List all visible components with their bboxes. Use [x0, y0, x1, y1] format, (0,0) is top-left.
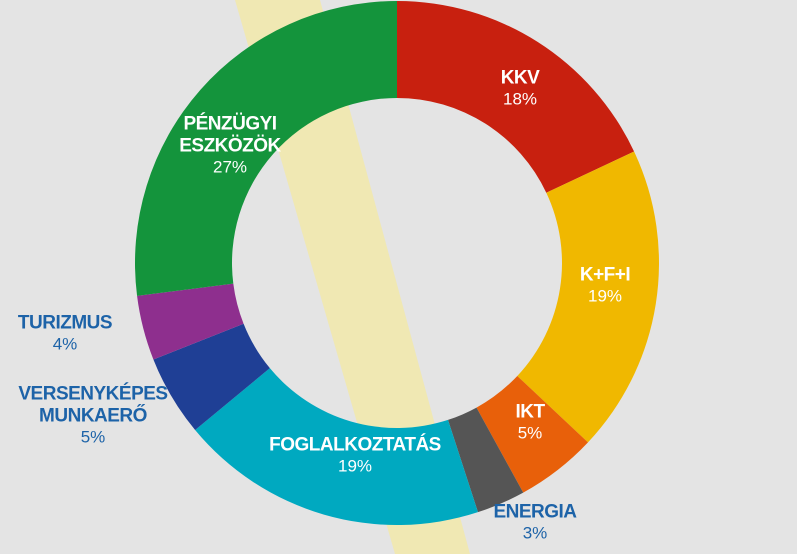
background-stripe	[235, 0, 470, 554]
donut-slice	[476, 375, 588, 493]
slice-label: IKT 5%	[490, 401, 570, 442]
value-label: 4%	[52, 334, 78, 354]
category-label: ENERGIA	[493, 501, 577, 523]
category-label: KKV	[500, 67, 540, 89]
value-label: 19%	[337, 456, 373, 476]
value-label: 5%	[80, 427, 106, 447]
category-label: K+F+I	[579, 264, 631, 286]
category-label: FOGLALKOZTATÁS	[269, 434, 441, 456]
value-label: 19%	[587, 286, 623, 306]
slice-label: PÉNZÜGYI ESZKÖZÖK 27%	[165, 113, 295, 176]
slice-label: ENERGIA 3%	[475, 501, 595, 542]
value-label: 18%	[502, 89, 538, 109]
slice-label: TURIZMUS 4%	[0, 312, 130, 353]
donut-slice	[397, 1, 635, 193]
donut-slice	[447, 407, 524, 513]
category-label: VERSENYKÉPES MUNKAERŐ	[18, 383, 168, 427]
category-label: TURIZMUS	[17, 312, 113, 334]
value-label: 3%	[522, 523, 548, 543]
value-label: 5%	[517, 423, 543, 443]
slice-label: FOGLALKOZTATÁS 19%	[255, 434, 455, 475]
slice-label: VERSENYKÉPES MUNKAERŐ 5%	[18, 383, 168, 446]
donut-slice	[517, 151, 659, 443]
donut-slice	[195, 368, 478, 526]
value-label: 27%	[212, 157, 248, 177]
category-label: PÉNZÜGYI ESZKÖZÖK	[179, 113, 281, 157]
slice-label: KKV 18%	[460, 67, 580, 108]
slice-label: K+F+I 19%	[545, 264, 665, 305]
donut-slice	[153, 323, 270, 431]
category-label: IKT	[515, 401, 545, 423]
donut-slice	[137, 283, 244, 360]
donut-slice	[135, 1, 397, 296]
